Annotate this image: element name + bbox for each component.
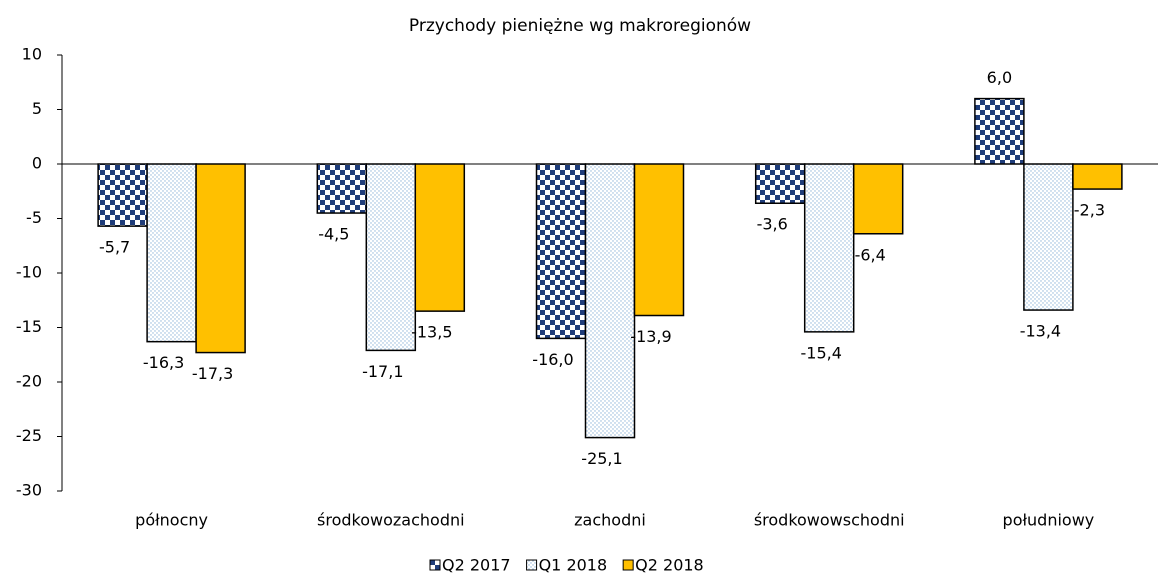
y-tick-label: -20: [16, 372, 42, 391]
bar: [1023, 163, 1074, 311]
bar: [1072, 163, 1123, 190]
bar: [633, 163, 685, 317]
y-tick-label: -5: [26, 208, 42, 227]
bar: [535, 163, 587, 340]
bar: [414, 163, 466, 312]
legend-swatch: [526, 559, 538, 571]
value-label: 6,0: [987, 68, 1012, 87]
value-label: -13,4: [1020, 322, 1061, 341]
legend-swatch: [622, 559, 634, 571]
value-label: -13,5: [411, 323, 452, 342]
x-tick-label: zachodni: [574, 511, 646, 530]
value-label: -15,4: [800, 343, 841, 362]
bar: [316, 163, 368, 214]
y-tick-label: -15: [16, 317, 42, 336]
bar: [97, 163, 148, 227]
bar: [852, 163, 904, 235]
bar: [754, 163, 806, 204]
value-label: -3,6: [757, 215, 788, 234]
y-tick-label: 0: [32, 154, 42, 173]
x-tick-label: środkowowschodni: [754, 511, 905, 530]
y-tick-label: -10: [16, 263, 42, 282]
bar: [365, 163, 417, 352]
value-label: -6,4: [855, 245, 886, 264]
value-label: -16,3: [143, 353, 184, 372]
x-tick-label: południowy: [1003, 511, 1095, 530]
value-label: -4,5: [318, 225, 349, 244]
bar: [195, 163, 246, 354]
value-label: -13,9: [630, 327, 671, 346]
y-tick-label: -25: [16, 426, 42, 445]
value-label: -16,0: [532, 350, 573, 369]
y-tick-label: -30: [16, 481, 42, 500]
legend-swatch: [429, 559, 441, 571]
value-label: -2,3: [1074, 201, 1105, 220]
x-tick-label: środkowozachodni: [317, 511, 465, 530]
legend-label: Q1 2018: [539, 556, 608, 575]
x-tick-label: północny: [135, 511, 208, 530]
legend-label: Q2 2018: [635, 556, 704, 575]
bar: [146, 163, 197, 343]
y-tick-label: 5: [32, 99, 42, 118]
y-tick-label: 10: [22, 45, 42, 64]
legend-label: Q2 2017: [442, 556, 511, 575]
bar: [803, 163, 855, 333]
value-label: -5,7: [99, 238, 130, 257]
value-label: -17,1: [362, 362, 403, 381]
value-label: -25,1: [581, 449, 622, 468]
bar: [974, 97, 1025, 165]
bar: [584, 163, 636, 439]
chart-title: Przychody pieniężne wg makroregionów: [409, 16, 751, 36]
value-label: -17,3: [192, 364, 233, 383]
